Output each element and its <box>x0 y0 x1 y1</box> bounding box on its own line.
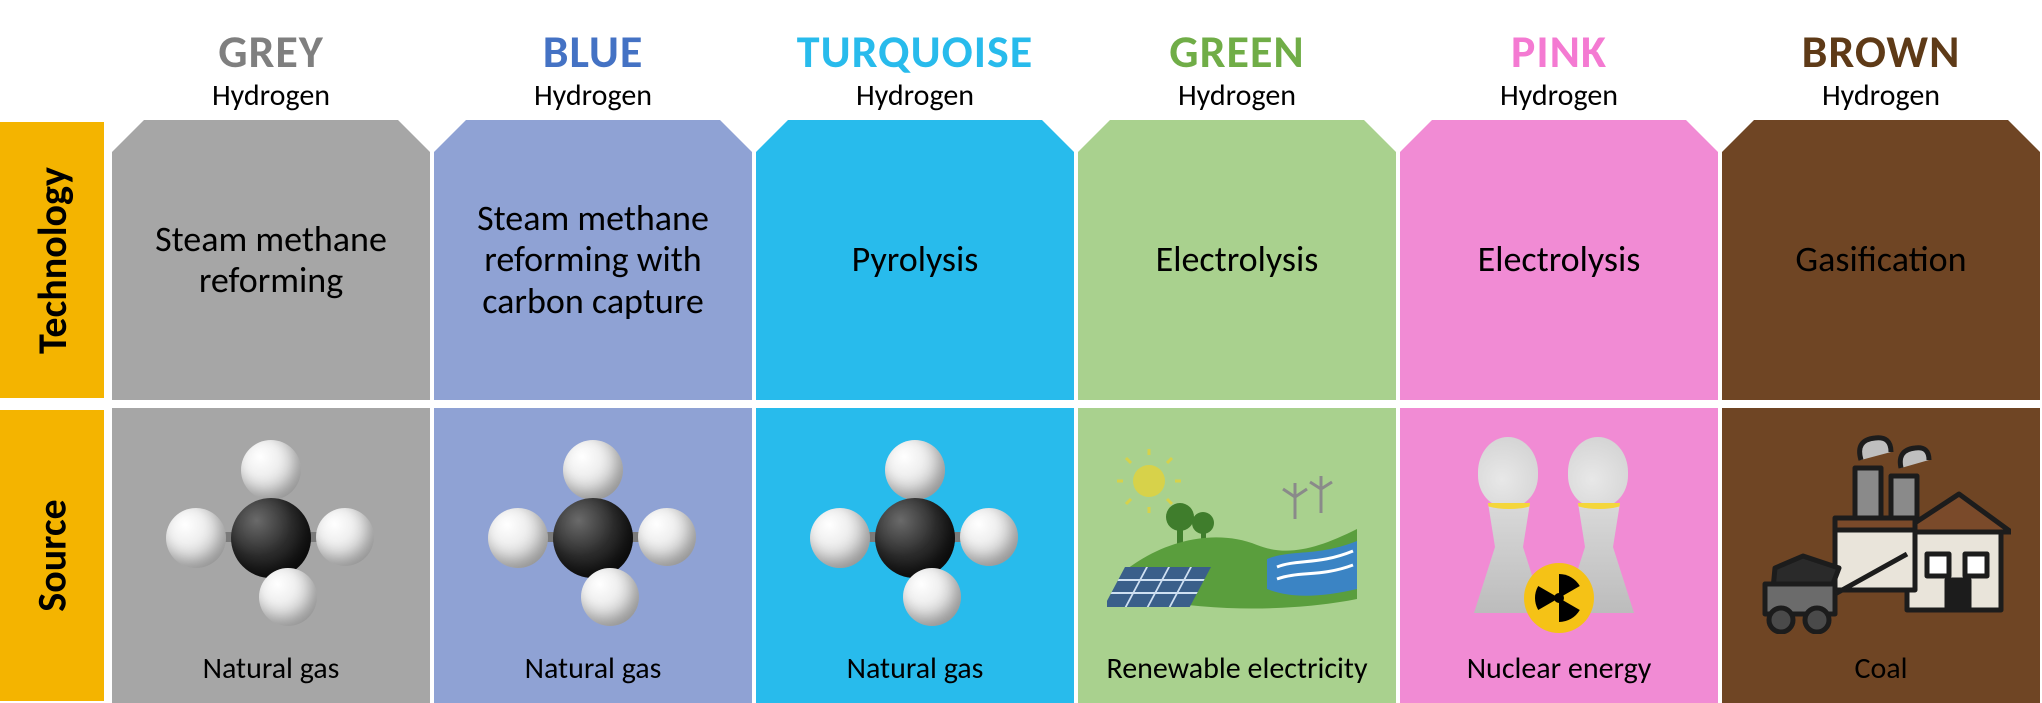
source-pink: Nuclear energy <box>1400 408 1718 703</box>
methane-icon <box>815 448 1015 628</box>
technology-text: Gasification <box>1795 239 1966 280</box>
source-green: Renewable electricity <box>1078 408 1396 703</box>
header-subtitle: Hydrogen <box>1822 77 1940 114</box>
row-gap <box>754 400 1076 408</box>
source-icon-zone <box>452 424 734 652</box>
row-gap <box>1398 400 1720 408</box>
header-title: GREEN <box>1169 29 1304 75</box>
source-icon-zone <box>1740 424 2022 652</box>
source-turquoise: Natural gas <box>756 408 1074 703</box>
header-subtitle: Hydrogen <box>1178 77 1296 114</box>
methane-icon <box>171 448 371 628</box>
header-title: GREY <box>218 29 324 75</box>
header-subtitle: Hydrogen <box>212 77 330 114</box>
header-title: PINK <box>1511 29 1607 75</box>
header-turquoise: TURQUOISEHydrogen <box>754 0 1076 120</box>
row-gap <box>0 400 110 408</box>
tech-grey: Steam methane reforming <box>112 120 430 400</box>
header-title: TURQUOISE <box>797 29 1033 75</box>
source-text: Natural gas <box>847 652 984 685</box>
technology-text: Electrolysis <box>1156 239 1319 280</box>
renewable-icon <box>1107 449 1367 628</box>
corner-spacer <box>0 0 110 120</box>
side-label-technology: Technology <box>0 122 104 398</box>
header-grey: GREYHydrogen <box>110 0 432 120</box>
tech-pink: Electrolysis <box>1400 120 1718 400</box>
coal-plant-icon <box>1751 434 2011 643</box>
methane-icon <box>493 448 693 628</box>
source-text: Renewable electricity <box>1106 652 1367 685</box>
source-icon-zone <box>774 424 1056 652</box>
source-brown: Coal <box>1722 408 2040 703</box>
header-pink: PINKHydrogen <box>1398 0 1720 120</box>
source-grey: Natural gas <box>112 408 430 703</box>
technology-text: Pyrolysis <box>852 239 979 280</box>
source-text: Coal <box>1854 652 1907 685</box>
row-gap <box>110 400 432 408</box>
row-gap <box>1076 400 1398 408</box>
source-text: Natural gas <box>525 652 662 685</box>
row-gap <box>432 400 754 408</box>
tech-blue: Steam methane reforming with carbon capt… <box>434 120 752 400</box>
source-blue: Natural gas <box>434 408 752 703</box>
nuclear-icon <box>1444 443 1674 633</box>
source-icon-zone <box>130 424 412 652</box>
header-blue: BLUEHydrogen <box>432 0 754 120</box>
tech-brown: Gasification <box>1722 120 2040 400</box>
header-title: BROWN <box>1802 29 1961 75</box>
source-icon-zone <box>1096 424 1378 652</box>
technology-text: Electrolysis <box>1478 239 1641 280</box>
side-label-source: Source <box>0 410 104 701</box>
header-subtitle: Hydrogen <box>856 77 974 114</box>
hydrogen-infographic: GREYHydrogenBLUEHydrogenTURQUOISEHydroge… <box>0 0 2042 703</box>
header-subtitle: Hydrogen <box>534 77 652 114</box>
tech-turquoise: Pyrolysis <box>756 120 1074 400</box>
technology-text: Steam methane reforming with carbon capt… <box>452 198 734 322</box>
source-text: Nuclear energy <box>1467 652 1652 685</box>
row-gap <box>1720 400 2042 408</box>
header-green: GREENHydrogen <box>1076 0 1398 120</box>
source-text: Natural gas <box>203 652 340 685</box>
technology-text: Steam methane reforming <box>130 219 412 302</box>
tech-green: Electrolysis <box>1078 120 1396 400</box>
header-subtitle: Hydrogen <box>1500 77 1618 114</box>
header-brown: BROWNHydrogen <box>1720 0 2042 120</box>
source-icon-zone <box>1418 424 1700 652</box>
header-title: BLUE <box>543 29 644 75</box>
